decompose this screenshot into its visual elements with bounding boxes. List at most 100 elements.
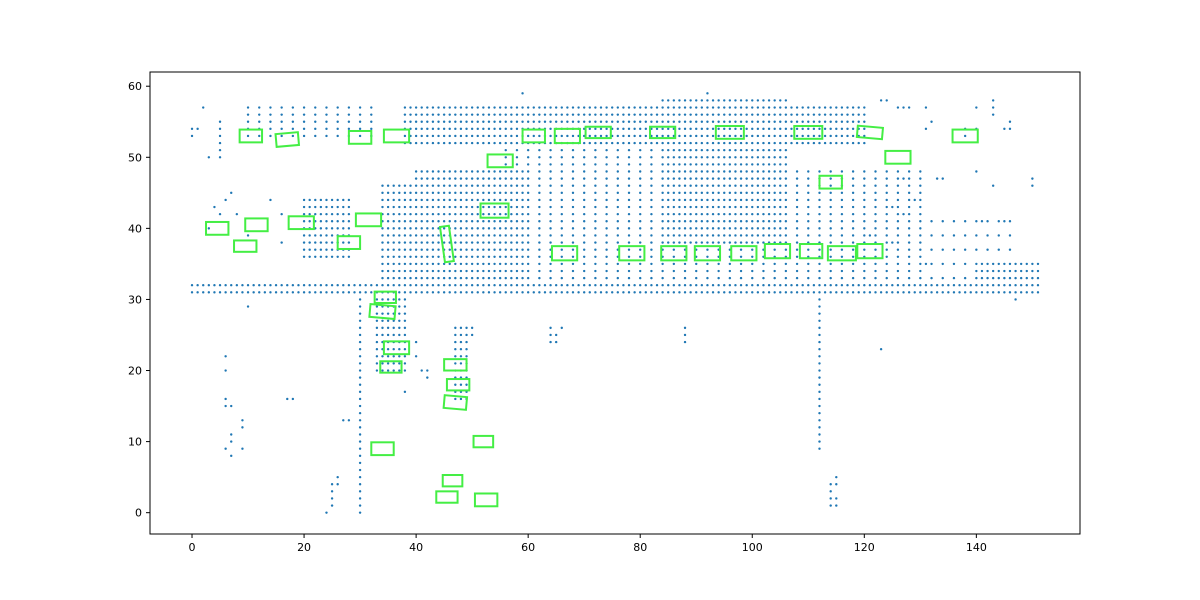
data-point bbox=[885, 276, 888, 280]
data-point bbox=[795, 276, 799, 280]
data-point bbox=[493, 220, 496, 223]
data-point bbox=[358, 362, 362, 365]
data-point bbox=[762, 291, 765, 294]
data-point bbox=[941, 177, 944, 180]
data-point bbox=[493, 120, 496, 123]
data-point bbox=[818, 440, 821, 443]
data-point bbox=[319, 284, 323, 287]
data-point bbox=[526, 269, 530, 273]
data-point bbox=[381, 298, 384, 301]
data-point bbox=[291, 134, 295, 138]
data-point bbox=[342, 291, 345, 294]
data-point bbox=[728, 212, 732, 216]
data-point bbox=[723, 156, 726, 159]
data-point bbox=[510, 134, 513, 138]
data-point bbox=[336, 227, 339, 230]
data-point bbox=[661, 134, 664, 138]
data-point bbox=[762, 177, 765, 180]
data-point bbox=[482, 269, 485, 273]
data-point bbox=[403, 333, 407, 337]
data-point bbox=[1025, 262, 1028, 266]
data-point bbox=[459, 106, 463, 109]
data-point bbox=[342, 205, 345, 209]
data-point bbox=[582, 106, 586, 109]
data-point bbox=[291, 120, 295, 123]
data-point bbox=[611, 120, 614, 123]
data-point bbox=[325, 198, 328, 202]
data-point bbox=[745, 241, 748, 244]
data-point bbox=[879, 291, 883, 294]
data-point bbox=[795, 198, 799, 202]
data-point bbox=[571, 113, 575, 116]
data-point bbox=[779, 134, 782, 138]
data-point bbox=[549, 326, 552, 330]
data-point bbox=[723, 198, 726, 202]
data-point bbox=[459, 383, 463, 386]
data-point bbox=[605, 255, 608, 258]
data-point bbox=[683, 227, 687, 230]
data-point bbox=[437, 177, 440, 180]
data-point bbox=[784, 262, 788, 266]
data-point bbox=[588, 284, 591, 287]
data-point bbox=[739, 120, 743, 123]
data-point bbox=[398, 362, 401, 365]
data-point bbox=[616, 106, 619, 109]
data-point bbox=[504, 106, 507, 109]
data-point bbox=[896, 170, 900, 173]
data-point bbox=[594, 284, 597, 287]
points-layer bbox=[190, 92, 1040, 514]
data-point bbox=[515, 127, 519, 131]
data-point bbox=[549, 227, 552, 230]
data-point bbox=[784, 184, 788, 187]
data-point bbox=[661, 234, 664, 237]
data-point bbox=[734, 134, 737, 138]
data-point bbox=[1014, 269, 1017, 273]
data-point bbox=[358, 312, 362, 315]
data-point bbox=[695, 241, 698, 244]
data-point bbox=[762, 141, 765, 145]
data-point bbox=[650, 191, 653, 195]
data-point bbox=[885, 291, 888, 294]
data-point bbox=[269, 120, 272, 123]
data-point bbox=[734, 141, 737, 145]
data-point bbox=[745, 113, 748, 116]
data-point bbox=[605, 148, 608, 152]
data-point bbox=[487, 127, 491, 131]
data-point bbox=[650, 148, 653, 152]
data-point bbox=[454, 212, 457, 216]
data-point bbox=[448, 127, 451, 131]
data-point bbox=[706, 248, 709, 251]
data-point bbox=[291, 291, 295, 294]
data-point bbox=[202, 284, 205, 287]
data-point bbox=[745, 227, 748, 230]
data-point bbox=[907, 170, 911, 173]
data-point bbox=[302, 205, 306, 209]
data-point bbox=[454, 184, 457, 187]
data-point bbox=[370, 291, 373, 294]
data-point bbox=[594, 241, 597, 244]
data-point bbox=[448, 205, 451, 209]
data-point bbox=[459, 355, 463, 358]
data-point bbox=[470, 170, 474, 173]
data-point bbox=[465, 184, 468, 187]
data-point bbox=[459, 170, 463, 173]
data-point bbox=[582, 184, 586, 187]
data-point bbox=[470, 248, 474, 251]
data-point bbox=[448, 134, 451, 138]
data-point bbox=[319, 248, 323, 251]
data-point bbox=[521, 220, 524, 223]
data-point bbox=[997, 291, 1000, 294]
data-point bbox=[470, 269, 474, 273]
data-point bbox=[336, 255, 339, 258]
data-point bbox=[538, 134, 541, 138]
data-point bbox=[392, 227, 395, 230]
data-point bbox=[807, 227, 810, 230]
data-point bbox=[538, 205, 541, 209]
data-point bbox=[857, 284, 860, 287]
data-point bbox=[807, 212, 810, 216]
data-point bbox=[616, 163, 619, 166]
data-point bbox=[571, 106, 575, 109]
data-point bbox=[767, 177, 771, 180]
data-point bbox=[403, 390, 407, 394]
data-point bbox=[465, 340, 468, 344]
